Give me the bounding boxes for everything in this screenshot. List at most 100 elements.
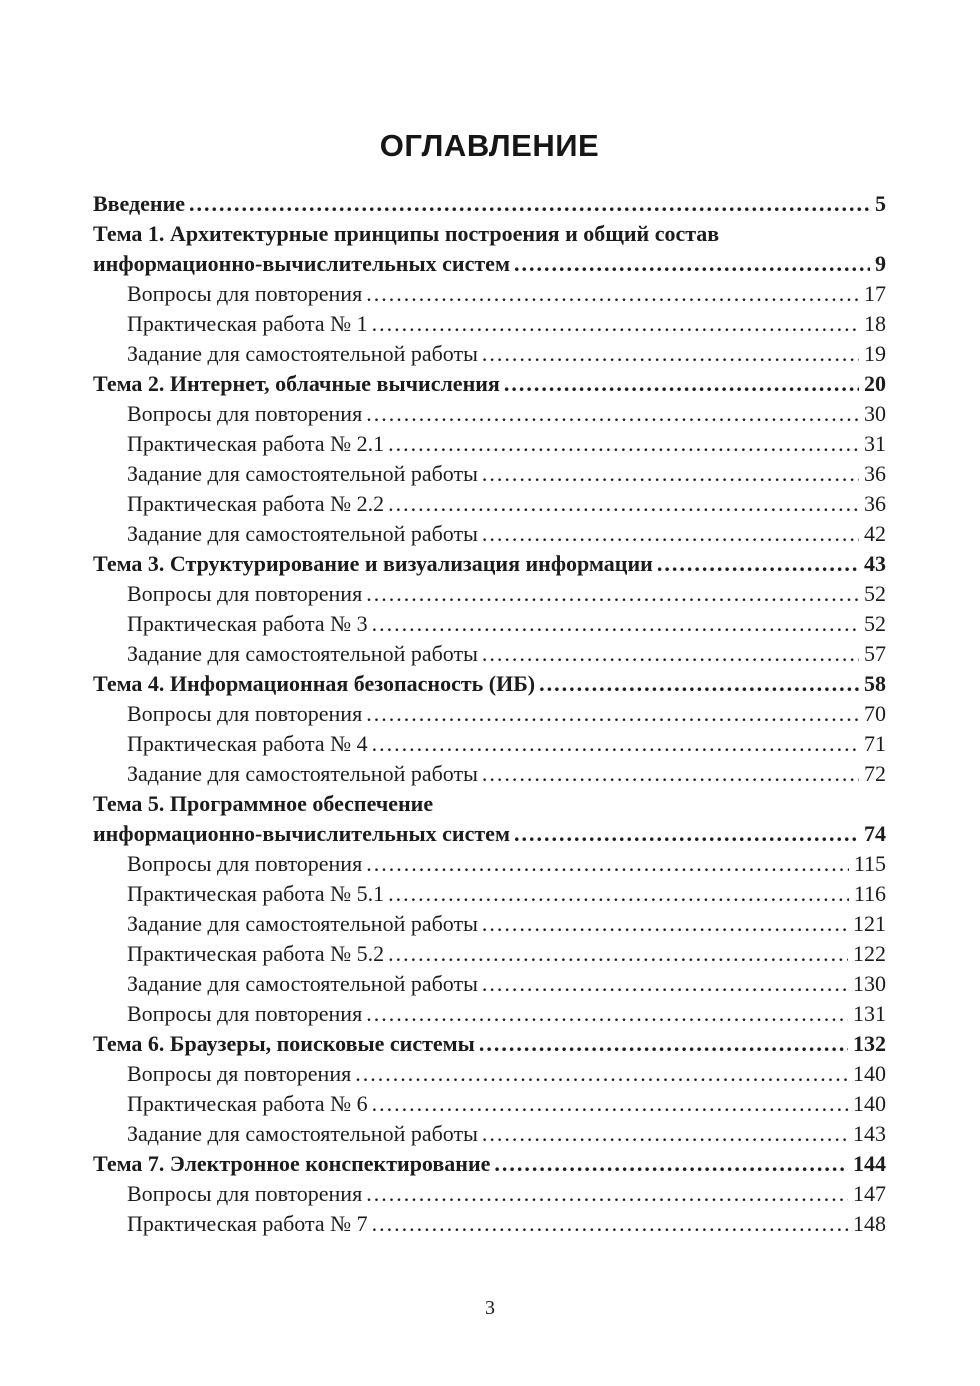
dot-leader (372, 1209, 848, 1239)
toc-page-number: 43 (864, 551, 886, 576)
toc-entry-text: Вопросы для повторения (127, 401, 363, 426)
toc-page-number: 131 (853, 1001, 886, 1026)
dot-leader (482, 969, 848, 999)
toc-entry: Тема 4. Информационная безопасность (ИБ)… (93, 669, 886, 699)
toc-entry-text: Вопросы для повторения (127, 281, 363, 306)
toc-entry: Задание для самостоятельной работы 143 (93, 1119, 886, 1149)
toc-page-number: 57 (864, 641, 886, 666)
toc-entry-text: Вопросы дя повторения (127, 1061, 352, 1086)
toc-entry-text: Тема 4. Информационная безопасность (ИБ) (93, 671, 536, 696)
dot-leader (482, 759, 859, 789)
toc-entry-text: Введение (93, 191, 186, 216)
toc-page-number: 140 (853, 1061, 886, 1086)
toc-entry: Задание для самостоятельной работы 36 (93, 459, 886, 489)
toc-entry: Практическая работа № 5.1 116 (93, 879, 886, 909)
dot-leader (388, 429, 859, 459)
dot-leader (482, 339, 859, 369)
toc-entry-text: Практическая работа № 3 (127, 611, 368, 636)
toc-entry-text: информационно-вычислительных систем (93, 821, 510, 846)
toc-page-number: 17 (864, 281, 886, 306)
toc-entry-text: Практическая работа № 7 (127, 1211, 368, 1236)
toc-entry: Тема 2. Интернет, облачные вычисления 20 (93, 369, 886, 399)
toc-entry-text: Тема 1. Архитектурные принципы построени… (93, 221, 720, 246)
toc-entry-text: Вопросы для повторения (127, 581, 363, 606)
toc-entry: Тема 7. Электронное конспектирование 144 (93, 1149, 886, 1179)
toc-entry: Вопросы для повторения 52 (93, 579, 886, 609)
toc-entry-text: Задание для самостоятельной работы (127, 341, 478, 366)
toc-page-number: 31 (864, 431, 886, 456)
toc-entry-text: Вопросы для повторения (127, 701, 363, 726)
toc-entry: Вопросы для повторения 131 (93, 999, 886, 1029)
dot-leader (479, 1029, 848, 1059)
footer-page-number: 3 (485, 1297, 495, 1319)
toc-entry: Задание для самостоятельной работы 57 (93, 639, 886, 669)
page-title: ОГЛАВЛЕНИЕ (379, 128, 600, 163)
dot-leader (388, 939, 848, 969)
toc-entry-text: Практическая работа № 5.1 (127, 881, 385, 906)
toc-entry: Задание для самостоятельной работы 130 (93, 969, 886, 999)
toc-page-number: 132 (853, 1031, 886, 1056)
toc-page-number: 5 (875, 191, 886, 216)
toc-page-number: 20 (864, 371, 886, 396)
dot-leader (482, 639, 859, 669)
dot-leader (366, 399, 859, 429)
toc-entry: Вопросы дя повторения 140 (93, 1059, 886, 1089)
toc-entry-text: Вопросы для повторения (127, 1001, 363, 1026)
toc-page-number: 52 (864, 611, 886, 636)
toc-page-number: 18 (864, 311, 886, 336)
toc-page-number: 116 (853, 881, 886, 906)
toc-page-number: 30 (864, 401, 886, 426)
toc-page-number: 72 (864, 761, 886, 786)
toc-entry: Вопросы для повторения 70 (93, 699, 886, 729)
dot-leader (388, 879, 849, 909)
toc-entry-text: Практическая работа № 6 (127, 1091, 368, 1116)
toc-entry-text: Задание для самостоятельной работы (127, 911, 478, 936)
toc-entry-text: Задание для самостоятельной работы (127, 1121, 478, 1146)
toc-entry-text: Тема 7. Электронное конспектирование (93, 1151, 491, 1176)
dot-leader (482, 459, 859, 489)
toc-entry: Вопросы для повторения 30 (93, 399, 886, 429)
dot-leader (482, 909, 848, 939)
toc-page-number: 147 (853, 1181, 886, 1206)
toc-page-number: 71 (864, 731, 886, 756)
toc-entry: Задание для самостоятельной работы 42 (93, 519, 886, 549)
toc-entry-text: Практическая работа № 2.1 (127, 431, 385, 456)
dot-leader (366, 279, 859, 309)
toc-entry: Вопросы для повторения 17 (93, 279, 886, 309)
toc-entry: Тема 6. Браузеры, поисковые системы 132 (93, 1029, 886, 1059)
toc-entry: Практическая работа № 3 52 (93, 609, 886, 639)
toc-entry-text: Задание для самостоятельной работы (127, 641, 478, 666)
toc-entry-text: Практическая работа № 1 (127, 311, 368, 336)
dot-leader (482, 519, 859, 549)
dot-leader (366, 699, 859, 729)
toc-entry-text: Задание для самостоятельной работы (127, 971, 478, 996)
toc-entry: Задание для самостоятельной работы 19 (93, 339, 886, 369)
toc-entry-text: Вопросы для повторения (127, 851, 363, 876)
dot-leader (514, 249, 870, 279)
toc-page-number: 144 (853, 1151, 886, 1176)
toc-page-number: 52 (864, 581, 886, 606)
toc-page-number: 19 (864, 341, 886, 366)
dot-leader (366, 579, 859, 609)
table-of-contents: Введение 5 Тема 1. Архитектурные принципы … (93, 189, 886, 1239)
dot-leader (372, 1089, 848, 1119)
toc-entry: Вопросы для повторения 115 (93, 849, 886, 879)
toc-entry: Введение 5 (93, 189, 886, 219)
toc-page-number: 115 (853, 851, 886, 876)
dot-leader (372, 309, 859, 339)
toc-entry-text: Вопросы для повторения (127, 1181, 363, 1206)
dot-leader (189, 189, 870, 219)
toc-page-number: 58 (864, 671, 886, 696)
toc-page-number: 74 (864, 821, 886, 846)
toc-entry: Практическая работа № 4 71 (93, 729, 886, 759)
dot-leader (482, 1119, 848, 1149)
toc-entry: Практическая работа № 5.2 122 (93, 939, 886, 969)
toc-page-number: 70 (864, 701, 886, 726)
toc-page-number: 130 (853, 971, 886, 996)
toc-page-number: 121 (853, 911, 886, 936)
toc-entry: Вопросы для повторения 147 (93, 1179, 886, 1209)
dot-leader (372, 729, 859, 759)
toc-entry-text: Практическая работа № 5.2 (127, 941, 385, 966)
toc-page-number: 9 (875, 251, 886, 276)
